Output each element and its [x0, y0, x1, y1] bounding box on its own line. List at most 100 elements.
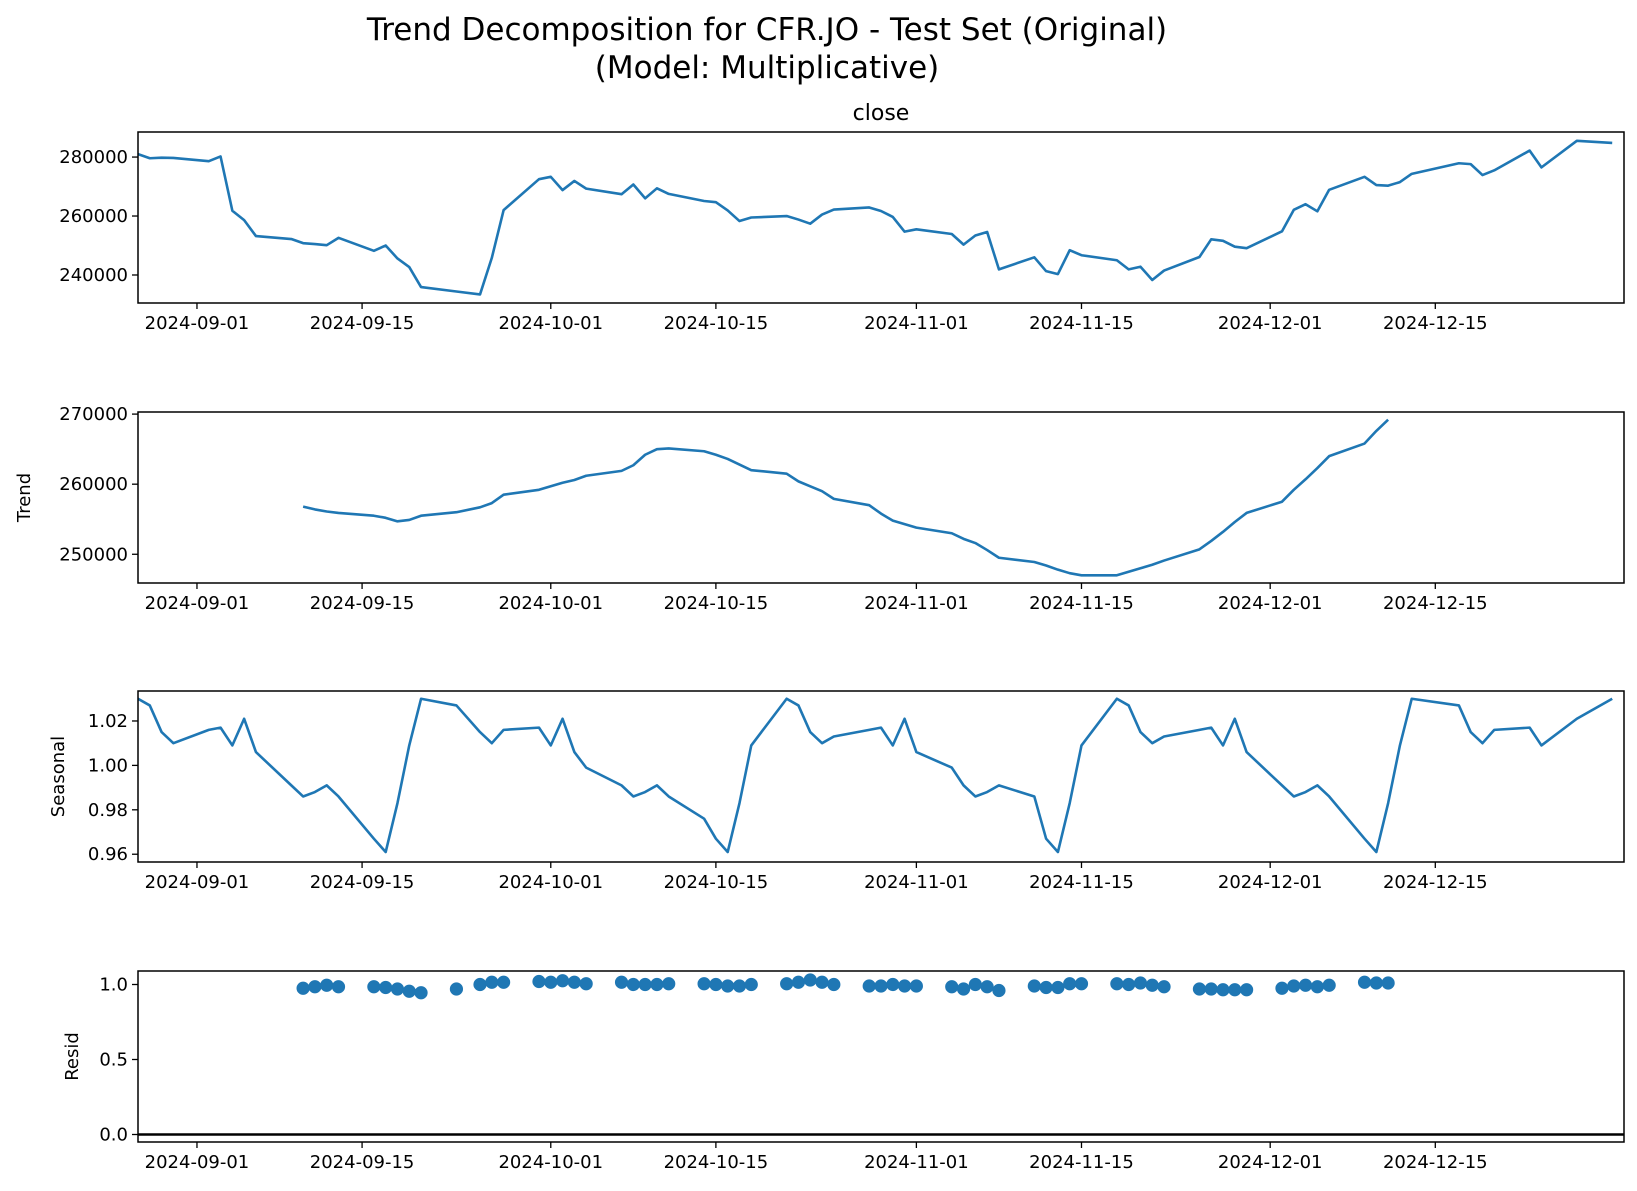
y-tick-label: 260000 — [59, 474, 128, 495]
y-tick-label: 0.5 — [99, 1050, 128, 1071]
resid-point — [379, 980, 393, 995]
resid-point — [1039, 980, 1053, 995]
resid-point — [1310, 980, 1324, 994]
resid-point — [1051, 980, 1065, 995]
resid-point — [1204, 982, 1218, 996]
resid-point — [945, 980, 959, 994]
x-tick-label: 2024-11-01 — [864, 593, 969, 614]
resid-point — [367, 980, 381, 994]
resid-point — [662, 977, 676, 991]
resid-point — [308, 980, 322, 994]
x-tick-label: 2024-09-15 — [310, 313, 415, 334]
resid-point — [1027, 979, 1041, 993]
x-tick-label: 2024-10-01 — [498, 1152, 603, 1173]
x-tick-label: 2024-09-15 — [310, 872, 415, 893]
resid-point — [1369, 976, 1383, 990]
resid-point — [732, 979, 747, 993]
x-tick-label: 2024-10-15 — [664, 1152, 769, 1173]
x-tick-label: 2024-09-01 — [145, 1152, 250, 1173]
x-tick-label: 2024-10-15 — [664, 313, 769, 334]
x-tick-label: 2024-12-15 — [1383, 313, 1488, 334]
resid-point — [544, 975, 558, 989]
x-tick-label: 2024-12-01 — [1218, 872, 1323, 893]
resid-point — [485, 975, 499, 989]
resid-point — [1216, 983, 1230, 997]
y-tick-label: 0.0 — [99, 1125, 128, 1146]
resid-point — [567, 975, 581, 989]
resid-point — [1192, 982, 1207, 996]
series-line — [138, 697, 1613, 854]
x-tick-label: 2024-09-15 — [310, 593, 415, 614]
x-tick-label: 2024-11-15 — [1029, 313, 1134, 334]
subplot-3: 2024-09-01 2024-09-15 2024-10-01 2024-10-15… — [48, 690, 1625, 893]
x-tick-label: 2024-09-01 — [145, 872, 250, 893]
resid-point — [897, 979, 912, 993]
resid-point — [744, 977, 758, 992]
resid-point — [956, 982, 971, 996]
resid-point — [414, 986, 428, 1000]
x-tick-label: 2024-09-01 — [145, 593, 250, 614]
axes-frame — [137, 690, 1625, 863]
resid-point — [697, 977, 711, 991]
resid-point — [626, 977, 640, 992]
resid-point — [968, 977, 982, 992]
y-tick-label: 280000 — [59, 147, 128, 168]
subplot-2: 2024-09-01 2024-09-15 2024-10-01 2024-10-15… — [14, 404, 1625, 614]
x-tick-label: 2024-10-15 — [664, 593, 769, 614]
figure-title-line1: Trend Decomposition for CFR.JO - Test Se… — [366, 12, 1167, 48]
resid-point — [709, 977, 723, 992]
resid-point — [614, 975, 629, 989]
x-tick-label: 2024-11-01 — [864, 872, 969, 893]
subplot-1: 2024-09-01 2024-09-15 2024-10-01 2024-10-15… — [59, 101, 1625, 334]
x-tick-label: 2024-10-15 — [664, 872, 769, 893]
resid-point — [1287, 979, 1301, 993]
x-tick-label: 2024-11-01 — [864, 313, 969, 334]
resid-point — [555, 974, 570, 988]
y-tick-label: 0.96 — [88, 844, 128, 865]
resid-point — [1240, 983, 1254, 997]
resid-point — [390, 982, 405, 996]
y-tick-label: 270000 — [59, 404, 128, 425]
resid-point — [1381, 976, 1395, 990]
axes-frame — [137, 411, 1625, 584]
resid-point — [1110, 977, 1124, 991]
y-tick-label: 1.0 — [99, 975, 128, 996]
subplots: 2024-09-01 2024-09-15 2024-10-01 2024-10-15… — [14, 101, 1625, 1173]
resid-point — [1122, 977, 1136, 992]
resid-point — [815, 975, 829, 989]
resid-point — [638, 977, 652, 992]
subplot-title: close — [853, 101, 910, 126]
series-line — [302, 418, 1390, 577]
resid-point — [780, 977, 794, 991]
x-tick-label: 2024-12-01 — [1218, 313, 1323, 334]
resid-point — [1322, 978, 1336, 992]
resid-point — [402, 984, 416, 998]
x-tick-label: 2024-12-15 — [1383, 593, 1488, 614]
y-axis-label: Trend — [14, 473, 35, 523]
subplot-4: 2024-09-01 2024-09-15 2024-10-01 2024-10-15… — [62, 970, 1625, 1173]
resid-point — [1157, 980, 1171, 994]
resid-point — [909, 979, 923, 993]
x-tick-label: 2024-10-01 — [498, 313, 603, 334]
resid-point — [1063, 977, 1077, 991]
y-axis-label: Resid — [62, 1032, 83, 1081]
resid-point — [886, 977, 900, 992]
resid-point — [1228, 983, 1242, 997]
resid-point — [862, 979, 876, 993]
resid-point — [1133, 976, 1148, 990]
resid-point — [803, 973, 817, 987]
y-tick-label: 0.98 — [88, 800, 128, 821]
resid-point — [992, 983, 1006, 998]
x-tick-label: 2024-09-01 — [145, 313, 250, 334]
x-tick-label: 2024-12-01 — [1218, 593, 1323, 614]
resid-point — [497, 975, 511, 989]
x-tick-label: 2024-11-15 — [1029, 593, 1134, 614]
y-tick-label: 240000 — [59, 265, 128, 286]
axes-frame — [137, 131, 1625, 304]
y-tick-label: 1.00 — [88, 755, 128, 776]
resid-point — [1298, 978, 1313, 992]
resid-point — [320, 978, 334, 992]
resid-point — [532, 974, 546, 989]
x-tick-label: 2024-11-15 — [1029, 872, 1134, 893]
